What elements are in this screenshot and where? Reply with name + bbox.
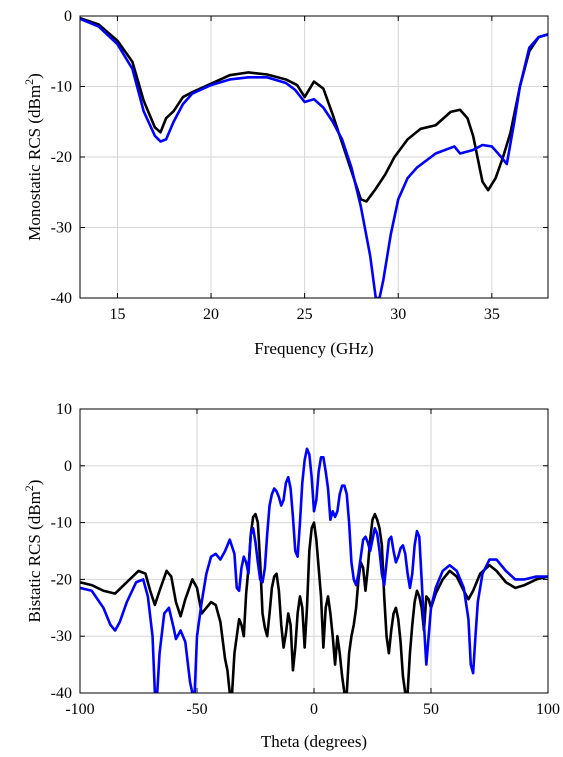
y-axis-label: Monostatic RCS (dBm2): [22, 73, 44, 241]
x-tick-label: 25: [297, 306, 313, 323]
y-tick-label: -20: [51, 571, 72, 588]
black-series-line: [80, 16, 548, 203]
x-axis-label: Frequency (GHz): [254, 339, 373, 358]
monostatic-rcs-chart: 15 20 25 30 35 -40 -30 -20 -10 0 Frequency (GHz) Mo…: [22, 8, 549, 358]
x-tick-label: 30: [390, 306, 406, 323]
x-tick-label: 100: [536, 701, 560, 718]
blue-series-line: [80, 17, 548, 298]
y-tick-label: 10: [56, 401, 72, 418]
x-tick-label: 0: [310, 701, 318, 718]
y-tick-label: -40: [51, 685, 72, 702]
x-tick-label: 20: [203, 306, 219, 323]
y-tick-label: -10: [51, 79, 72, 96]
y-axis-label: Bistatic RCS (dBm2): [22, 480, 44, 623]
y-tick-label: -40: [51, 290, 72, 307]
y-tick-label: -30: [51, 628, 72, 645]
y-tick-label: -20: [51, 149, 72, 166]
y-tick-label: -30: [51, 220, 72, 237]
y-tick-label: 0: [64, 8, 72, 25]
x-tick-label: -100: [65, 701, 94, 718]
y-tick-label: 0: [64, 458, 72, 475]
blue-series-line: [80, 447, 548, 693]
x-tick-label: 15: [109, 306, 125, 323]
x-tick-label: 35: [484, 306, 500, 323]
x-tick-label: -50: [186, 701, 207, 718]
y-tick-label: -10: [51, 515, 72, 532]
black-series-line: [80, 512, 548, 693]
x-axis-label: Theta (degrees): [261, 732, 367, 751]
x-tick-label: 50: [423, 701, 439, 718]
